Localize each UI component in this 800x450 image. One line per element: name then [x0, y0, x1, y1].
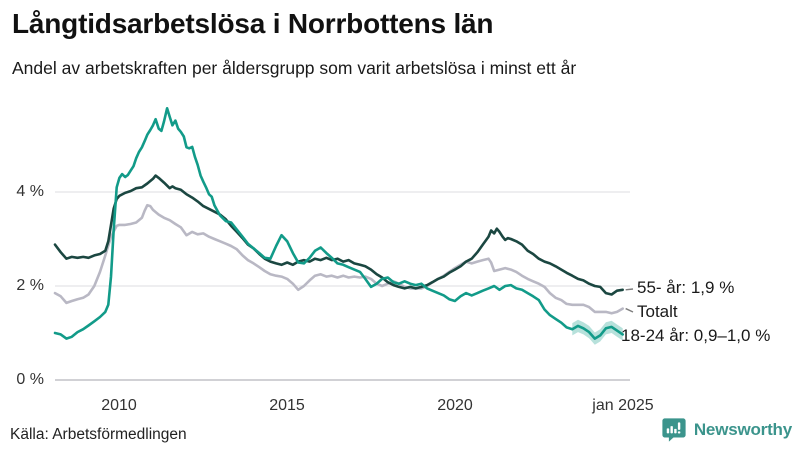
- x-axis-tick-2010: 2010: [101, 397, 137, 414]
- confidence-band: [572, 319, 623, 345]
- newsworthy-brand: Newsworthy: [661, 417, 792, 443]
- x-axis-tick-2020: 2020: [437, 397, 473, 414]
- series-line-18-24-r: [53, 107, 625, 340]
- x-axis-tick-jan-2025: jan 2025: [592, 397, 654, 414]
- series-line-55-r: [53, 174, 625, 296]
- y-axis-tick-2: 2 %: [16, 277, 44, 294]
- source-note: Källa: Arbetsförmedlingen: [10, 426, 187, 443]
- chart-subtitle: Andel av arbetskraften per åldersgrupp s…: [12, 58, 577, 78]
- newsworthy-wordmark: Newsworthy: [693, 420, 792, 439]
- y-axis-tick-4: 4 %: [16, 183, 44, 200]
- newsworthy-logo-icon: [661, 417, 687, 443]
- series-line-totalt: [53, 203, 625, 315]
- label-connector: [625, 307, 634, 313]
- series-label-55-ar: 55- år: 1,9 %: [637, 278, 735, 297]
- series-label-18-24-ar: 18-24 år: 0,9–1,0 %: [621, 326, 771, 345]
- series-label-totalt: Totalt: [637, 302, 678, 321]
- label-connector: [625, 288, 634, 291]
- y-axis-tick-0: 0 %: [16, 371, 44, 388]
- x-axis-tick-2015: 2015: [269, 397, 305, 414]
- chart-title: Långtidsarbetslösa i Norrbottens län: [12, 8, 494, 39]
